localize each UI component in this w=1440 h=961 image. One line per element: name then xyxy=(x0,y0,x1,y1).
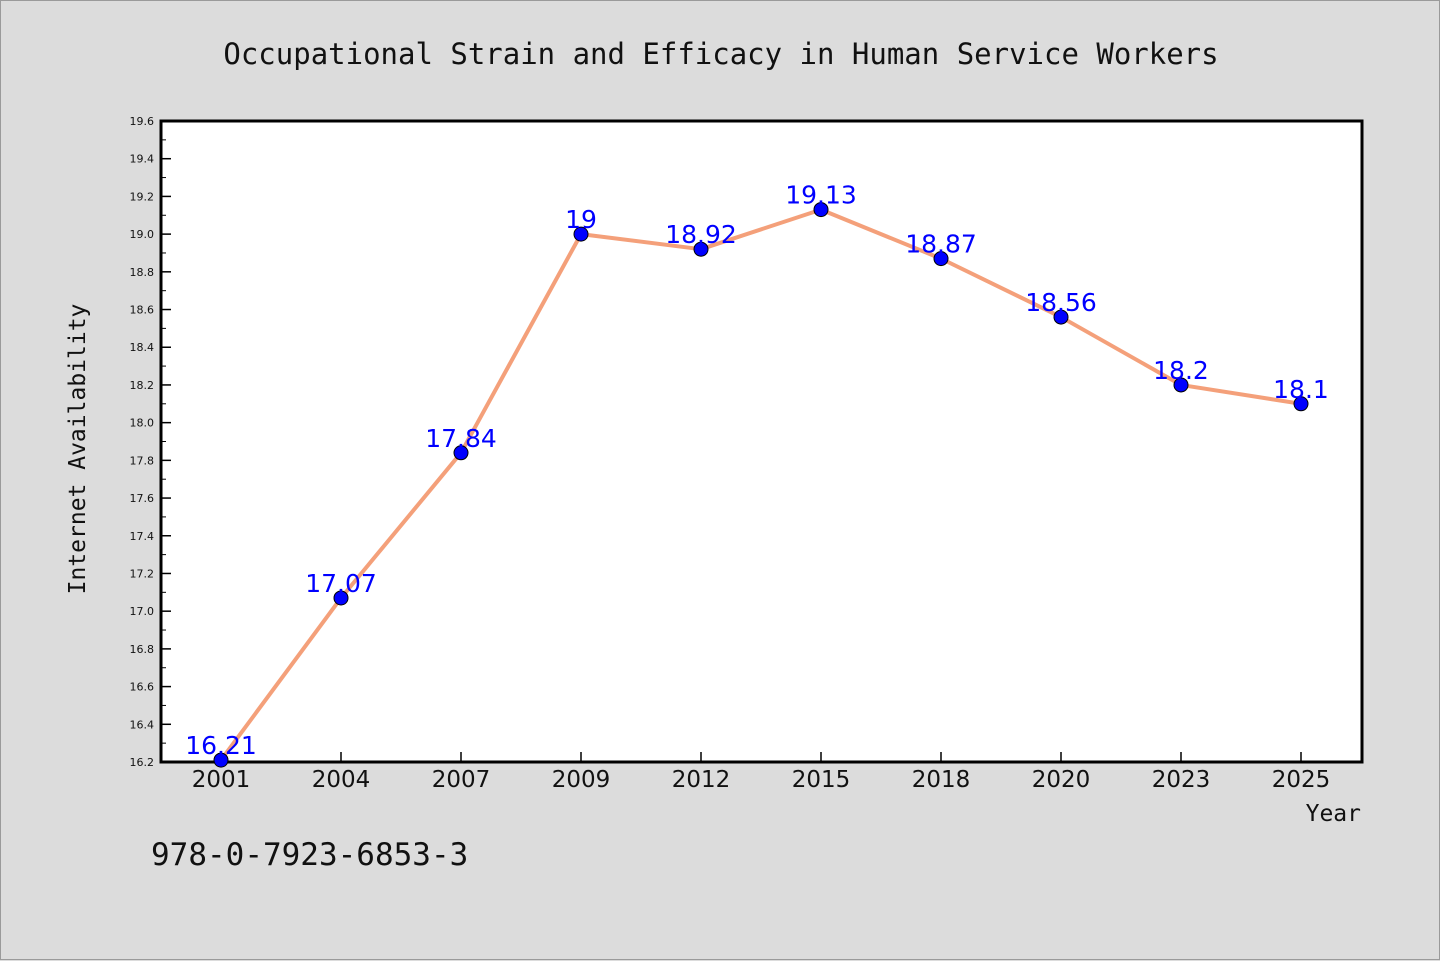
x-axis-label: Year xyxy=(1306,801,1361,827)
y-tick-label: 16.4 xyxy=(130,718,155,731)
data-point xyxy=(333,590,349,606)
data-label: 17.07 xyxy=(305,569,377,598)
x-tick-label: 2001 xyxy=(192,767,251,793)
data-label: 18.2 xyxy=(1153,356,1209,385)
y-tick-label: 16.6 xyxy=(130,681,155,694)
data-label: 18.87 xyxy=(905,230,977,259)
data-label: 19 xyxy=(565,205,597,234)
y-tick-label: 17.4 xyxy=(130,530,155,543)
y-tick-label: 19.6 xyxy=(130,115,155,128)
y-tick-label: 18.0 xyxy=(130,417,155,430)
y-axis: 16.2 16.4 16.6 16.8 17.0 17.2 17.4 17.6 17.8 18.0… xyxy=(130,115,171,769)
y-tick-label: 17.2 xyxy=(130,567,155,580)
data-point xyxy=(213,752,229,768)
y-tick-label: 19.0 xyxy=(130,228,155,241)
data-point xyxy=(1053,309,1069,325)
y-tick-label: 19.4 xyxy=(130,153,155,166)
data-point xyxy=(453,445,469,461)
x-tick-label: 2015 xyxy=(792,767,851,793)
data-point xyxy=(813,202,829,218)
y-tick-label: 16.8 xyxy=(130,643,155,656)
x-tick-label: 2020 xyxy=(1032,767,1091,793)
data-point xyxy=(933,251,949,267)
y-tick-label: 18.4 xyxy=(130,341,155,354)
x-tick-label: 2004 xyxy=(312,767,371,793)
chart-title: Occupational Strain and Efficacy in Huma… xyxy=(223,37,1218,71)
data-label: 19.13 xyxy=(785,181,857,210)
x-tick-label: 2012 xyxy=(672,767,731,793)
data-point xyxy=(573,226,589,242)
y-tick-label: 18.8 xyxy=(130,266,155,279)
plot-area xyxy=(159,119,1364,764)
x-tick-label: 2018 xyxy=(912,767,971,793)
x-tick-label: 2023 xyxy=(1152,767,1211,793)
series-line xyxy=(219,207,1302,762)
y-tick-label: 16.2 xyxy=(130,756,155,769)
y-tick-label: 17.8 xyxy=(130,454,155,467)
data-point xyxy=(1173,377,1189,393)
x-tick-label: 2007 xyxy=(432,767,491,793)
series-layer: 16.21 17.07 17.84 19 18.92 19.13 18.87 18.56 18.… xyxy=(185,181,1329,768)
x-axis: 2001 2004 2007 2009 2012 2015 2018 2020 2023 2025 xyxy=(192,752,1331,793)
y-tick-label: 17.6 xyxy=(130,492,155,505)
data-point xyxy=(693,241,709,257)
y-tick-label: 17.0 xyxy=(130,605,155,618)
y-tick-label: 19.2 xyxy=(130,190,155,203)
data-point xyxy=(1293,396,1309,412)
x-tick-label: 2025 xyxy=(1272,767,1331,793)
y-axis-label: Internet Availability xyxy=(65,304,91,595)
data-label: 18.92 xyxy=(665,220,737,249)
y-tick-label: 18.6 xyxy=(130,304,155,317)
data-label: 16.21 xyxy=(185,731,257,760)
data-label: 18.1 xyxy=(1273,375,1329,404)
data-label: 17.84 xyxy=(425,424,497,453)
data-label: 18.56 xyxy=(1025,288,1097,317)
y-tick-label: 18.2 xyxy=(130,379,155,392)
isbn-footer: 978-0-7923-6853-3 xyxy=(151,837,468,873)
x-tick-label: 2009 xyxy=(552,767,611,793)
